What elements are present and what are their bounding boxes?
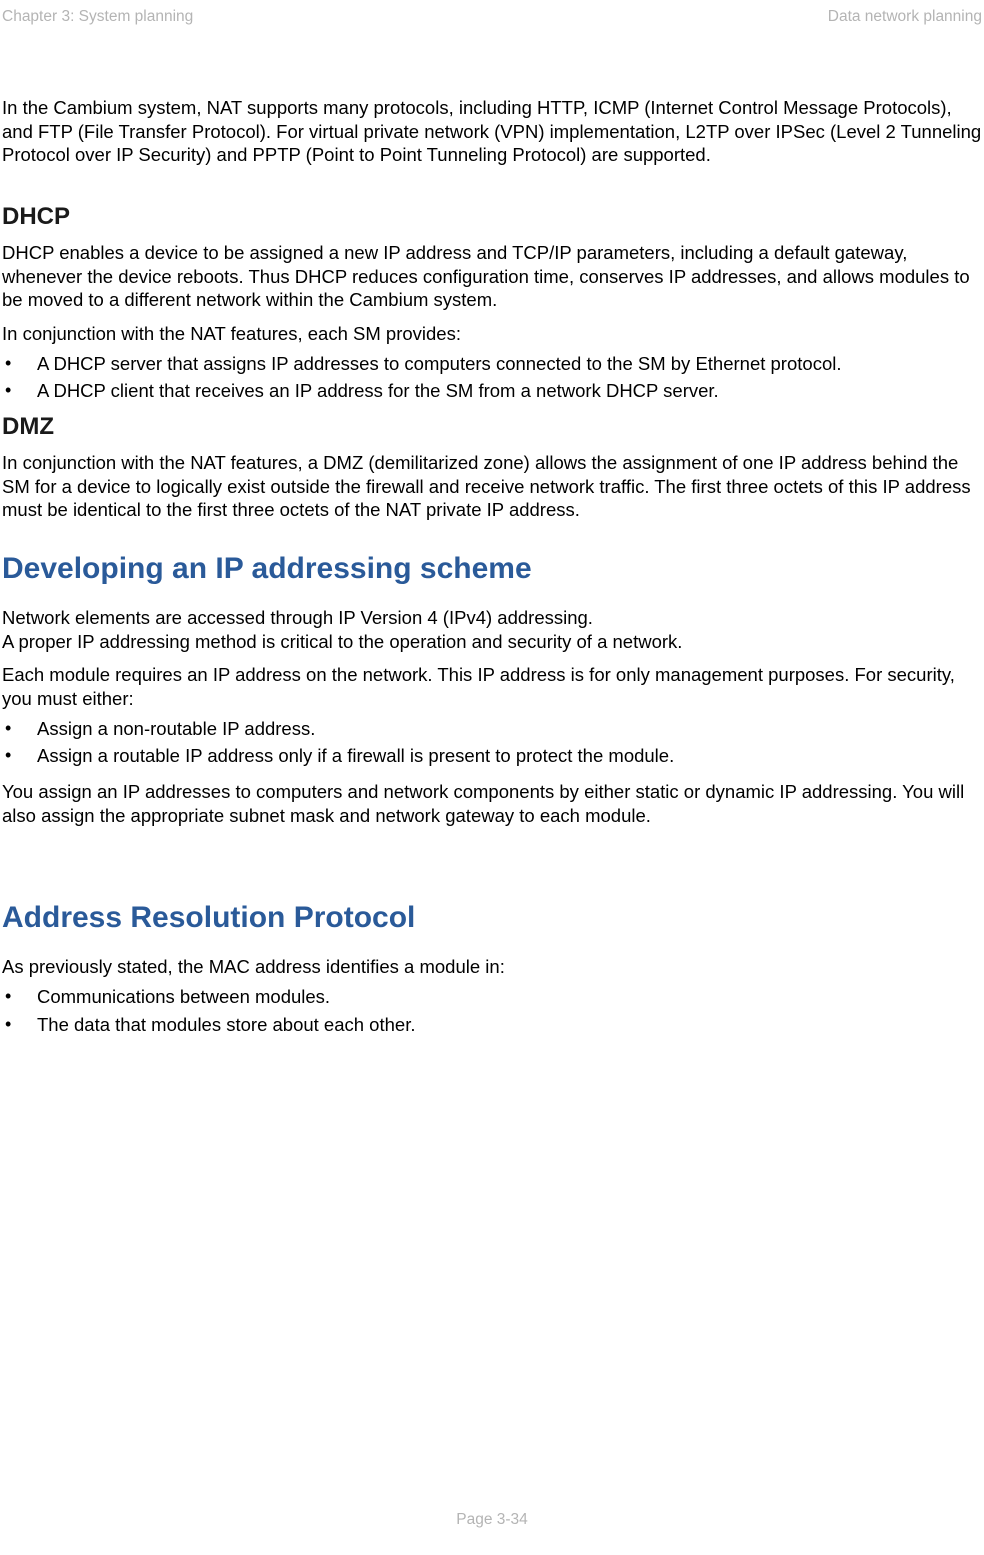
list-item: Communications between modules. [2, 985, 982, 1009]
arp-bullet-list: Communications between modules. The data… [2, 985, 982, 1036]
ip-scheme-paragraph-4: You assign an IP addresses to computers … [2, 780, 982, 827]
page-number: Page 3-34 [456, 1511, 528, 1528]
header-left-chapter: Chapter 3: System planning [2, 8, 193, 26]
dmz-paragraph-1: In conjunction with the NAT features, a … [2, 451, 982, 522]
header-right-section: Data network planning [828, 8, 982, 26]
dhcp-paragraph-1: DHCP enables a device to be assigned a n… [2, 241, 982, 312]
page-content: In the Cambium system, NAT supports many… [0, 96, 984, 1036]
ip-scheme-paragraph-1: Network elements are accessed through IP… [2, 606, 982, 630]
heading-arp: Address Resolution Protocol [2, 901, 982, 935]
ip-scheme-paragraph-2: A proper IP addressing method is critica… [2, 630, 982, 654]
ip-scheme-paragraph-3: Each module requires an IP address on th… [2, 663, 982, 710]
ip-scheme-bullet-list: Assign a non-routable IP address. Assign… [2, 717, 982, 768]
list-item: A DHCP server that assigns IP addresses … [2, 352, 982, 376]
heading-ip-scheme: Developing an IP addressing scheme [2, 552, 982, 586]
list-item: Assign a routable IP address only if a f… [2, 744, 982, 768]
list-item: Assign a non-routable IP address. [2, 717, 982, 741]
page-footer: Page 3-34 [0, 1511, 984, 1529]
dhcp-paragraph-2: In conjunction with the NAT features, ea… [2, 322, 982, 346]
heading-dmz: DMZ [2, 413, 982, 441]
list-item: A DHCP client that receives an IP addres… [2, 379, 982, 403]
heading-dhcp: DHCP [2, 203, 982, 231]
list-item: The data that modules store about each o… [2, 1013, 982, 1037]
dhcp-bullet-list: A DHCP server that assigns IP addresses … [2, 352, 982, 403]
page-header: Chapter 3: System planning Data network … [0, 8, 984, 26]
intro-paragraph: In the Cambium system, NAT supports many… [2, 96, 982, 167]
arp-paragraph-1: As previously stated, the MAC address id… [2, 955, 982, 979]
